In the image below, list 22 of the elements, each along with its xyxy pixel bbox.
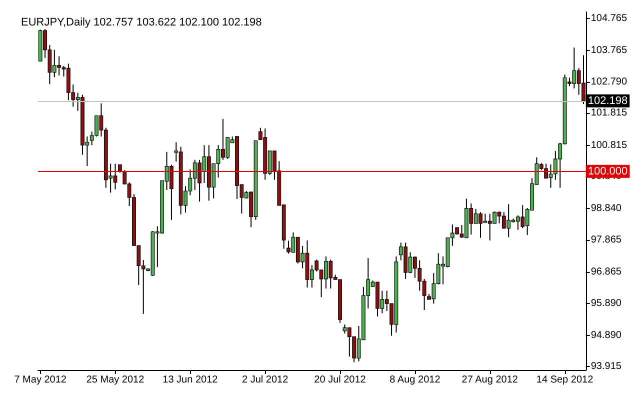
ref-line-label: 100.000 xyxy=(588,165,628,178)
y-tick-label: 93.915 xyxy=(590,361,622,372)
ref-line-label: 102.198 xyxy=(588,94,628,107)
chart-title: EURJPY,Daily 102.757 103.622 102.100 102.198 xyxy=(21,16,262,28)
y-tick-label: 101.815 xyxy=(590,108,628,119)
y-tick-label: 103.765 xyxy=(590,45,628,56)
x-tick-label: 27 Aug 2012 xyxy=(462,374,518,386)
y-tick-label: 100.815 xyxy=(590,140,628,151)
x-tick-label: 2 Jul 2012 xyxy=(242,374,289,386)
x-tick-label: 25 May 2012 xyxy=(86,374,145,386)
y-tick-label: 94.890 xyxy=(590,330,622,341)
x-tick-label: 14 Sep 2012 xyxy=(536,374,594,386)
y-tick-label: 97.865 xyxy=(590,234,622,246)
x-tick-label: 7 May 2012 xyxy=(14,374,67,386)
x-tick-label: 20 Jul 2012 xyxy=(314,374,366,386)
x-tick-label: 13 Jun 2012 xyxy=(162,374,218,386)
x-tick-label: 8 Aug 2012 xyxy=(390,374,441,386)
y-tick-label: 104.765 xyxy=(590,13,628,24)
y-tick-label: 96.865 xyxy=(590,266,622,278)
y-tick-label: 102.790 xyxy=(590,76,628,88)
y-tick-label: 95.890 xyxy=(590,298,622,309)
y-tick-label: 98.840 xyxy=(590,203,622,214)
